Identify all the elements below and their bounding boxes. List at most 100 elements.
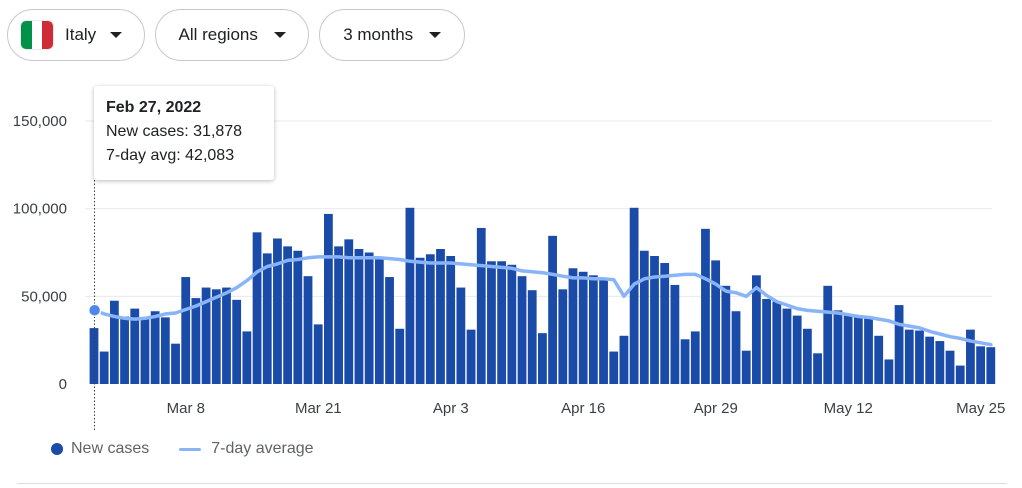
tooltip-new-cases: New cases: 31,878 <box>106 123 243 140</box>
y-tick-label: 150,000 <box>13 113 67 130</box>
new-cases-bar <box>517 276 527 384</box>
x-tick-label: Mar 8 <box>167 400 205 417</box>
new-cases-bar <box>599 279 608 384</box>
y-axis-ticks: 0 50,000 100,000 150,000 <box>13 113 67 393</box>
new-cases-bar <box>160 317 170 384</box>
new-cases-bar <box>313 324 323 384</box>
new-cases-bar <box>140 317 150 384</box>
new-cases-bar <box>222 287 231 384</box>
new-cases-bar <box>150 311 160 384</box>
caret-down-icon <box>110 32 123 38</box>
new-cases-bar <box>782 308 792 384</box>
legend-new-cases: New cases <box>71 440 150 457</box>
legend-avg: 7-day average <box>211 440 314 457</box>
new-cases-bar <box>731 311 741 384</box>
new-cases-bar <box>650 256 659 384</box>
new-cases-bar <box>833 310 843 384</box>
new-cases-bar <box>721 285 731 384</box>
new-cases-bar <box>415 257 425 384</box>
new-cases-bar <box>864 318 873 384</box>
new-cases-bar <box>232 299 242 384</box>
new-cases-bar <box>89 328 99 384</box>
new-cases-bar <box>935 341 945 384</box>
new-cases-bar <box>568 268 578 384</box>
new-cases-bar <box>680 339 690 384</box>
new-cases-bar <box>252 232 262 384</box>
period-select-label: 3 months <box>343 25 414 44</box>
region-select-label: All regions <box>178 25 258 44</box>
new-cases-bar <box>283 246 293 384</box>
new-cases-bar <box>752 275 761 384</box>
new-cases-bar <box>466 329 476 384</box>
new-cases-bar <box>945 350 955 384</box>
tooltip-date: Feb 27, 2022 <box>106 99 202 116</box>
new-cases-bar <box>120 316 129 384</box>
new-cases-bar <box>772 301 782 384</box>
new-cases-bar <box>843 315 853 384</box>
cases-chart[interactable]: 0 50,000 100,000 150,000 Mar 8 Mar 21 Apr 3 Ap… <box>0 0 1022 430</box>
new-cases-bar <box>915 330 924 384</box>
country-select-label: Italy <box>65 25 97 44</box>
y-tick-label: 100,000 <box>13 201 67 218</box>
new-cases-bar <box>497 261 507 384</box>
hover-point <box>87 303 102 317</box>
chart-legend: New cases 7-day average <box>51 440 314 458</box>
new-cases-bar <box>813 353 822 384</box>
new-cases-bar <box>711 260 721 384</box>
new-cases-bar <box>792 315 802 384</box>
new-cases-bar <box>364 252 374 384</box>
new-cases-bar <box>262 253 272 384</box>
new-cases-bar <box>629 207 639 384</box>
new-cases-bar <box>884 359 894 384</box>
new-cases-bar <box>741 350 751 384</box>
y-tick-label: 0 <box>59 376 67 393</box>
new-cases-bar <box>548 235 557 384</box>
new-cases-bar <box>354 248 364 384</box>
x-tick-label: May 12 <box>824 400 873 417</box>
new-cases-bar <box>476 227 486 384</box>
new-cases-bar <box>660 263 670 384</box>
seven-day-average-line <box>92 255 993 347</box>
new-cases-bar <box>853 316 863 384</box>
new-cases-bar <box>588 275 598 384</box>
x-axis-ticks: Mar 8 Mar 21 Apr 3 Apr 16 Apr 29 May 12 May 25 <box>167 400 1006 417</box>
new-cases-bar <box>323 213 333 384</box>
seven-day-average-line <box>92 255 993 347</box>
new-cases-bar <box>425 254 435 384</box>
period-select[interactable]: 3 months <box>319 9 466 61</box>
new-cases-bar <box>334 246 343 384</box>
new-cases-bar <box>823 285 833 384</box>
new-cases-bar <box>955 365 965 384</box>
new-cases-bar <box>986 347 996 384</box>
new-cases-bar <box>670 284 680 384</box>
italy-flag-icon <box>21 21 53 49</box>
new-cases-bar <box>507 264 517 384</box>
new-cases-bar <box>701 228 710 384</box>
new-cases-bar <box>925 336 935 384</box>
new-cases-bars <box>89 207 996 384</box>
new-cases-bar <box>395 328 405 384</box>
new-cases-bar <box>609 351 619 384</box>
filter-bar: Italy All regions 3 months <box>7 9 466 61</box>
new-cases-bar <box>446 256 456 384</box>
new-cases-bar <box>538 333 547 384</box>
y-tick-label: 50,000 <box>21 288 67 305</box>
tooltip-avg: 7-day avg: 42,083 <box>106 147 235 164</box>
new-cases-bar <box>690 331 700 384</box>
region-select[interactable]: All regions <box>155 9 310 61</box>
new-cases-bar <box>374 257 384 384</box>
new-cases-bar <box>303 276 313 384</box>
new-cases-bar <box>639 250 649 384</box>
new-cases-bar <box>273 238 282 384</box>
new-cases-bar <box>109 300 119 384</box>
divider <box>17 483 1007 484</box>
new-cases-bar <box>619 335 629 384</box>
x-tick-label: Apr 16 <box>561 400 605 417</box>
hover-cursor <box>87 180 102 430</box>
new-cases-bar <box>762 298 771 384</box>
x-tick-label: May 25 <box>956 400 1005 417</box>
country-select[interactable]: Italy <box>7 9 146 61</box>
new-cases-bar <box>966 329 975 384</box>
average-legend-line-icon <box>179 447 202 451</box>
new-cases-bar <box>130 308 140 384</box>
